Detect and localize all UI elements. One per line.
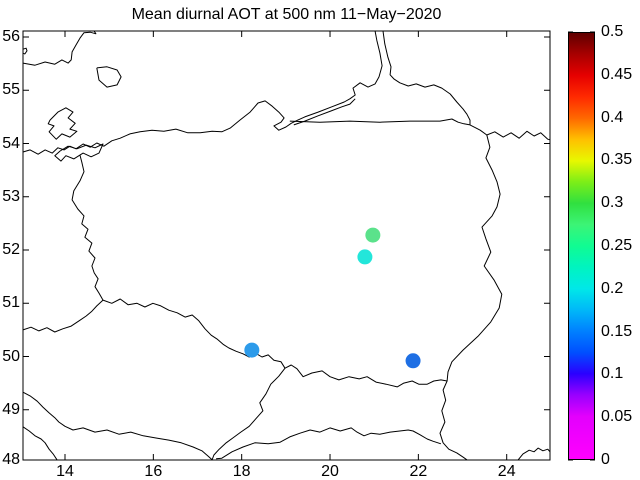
y-tick-label: 48 xyxy=(2,451,20,468)
border-line-curonian-lagoon-coast xyxy=(382,31,471,125)
border-line-poland-south-border xyxy=(102,298,448,388)
border-line-lithuania-belarus-border xyxy=(469,124,551,141)
colorbar-tick-label: 0.15 xyxy=(601,322,633,340)
aot-data-point xyxy=(244,342,260,358)
y-tick-label: 56 xyxy=(2,28,20,45)
y-tick-label: 50 xyxy=(2,347,20,365)
aot-data-point xyxy=(405,353,421,369)
colorbar-tick-label: 0.3 xyxy=(601,194,624,212)
x-tick-label: 16 xyxy=(144,463,163,480)
border-line-poland-germany-border xyxy=(71,155,104,301)
y-tick-label: 49 xyxy=(2,400,20,418)
x-tick-label: 24 xyxy=(497,463,516,480)
colorbar-tick-label: 0.25 xyxy=(601,237,633,254)
colorbar-tick-label: 0.45 xyxy=(601,65,633,83)
x-tick-label: 20 xyxy=(321,463,339,480)
plot-title: Mean diurnal AOT at 500 nm 11−May−2020 xyxy=(131,6,442,23)
border-line-slovakia-hungary-border xyxy=(216,427,442,460)
colorbar-tick-label: 0.35 xyxy=(601,151,633,169)
y-tick-label: 52 xyxy=(2,241,20,258)
border-line-baltic-coast xyxy=(22,31,383,155)
x-tick-label: 22 xyxy=(409,463,428,480)
y-tick-label: 53 xyxy=(2,187,20,205)
colorbar-tick-label: 0.1 xyxy=(601,365,624,383)
border-line-germany-austria-border xyxy=(22,426,58,461)
border-line-ruegen-island xyxy=(47,107,78,140)
border-line-bornholm-island xyxy=(96,66,122,88)
colorbar-tick-label: 0 xyxy=(601,451,610,468)
aot-data-point xyxy=(357,249,373,265)
border-line-czech-austria-border xyxy=(22,391,213,461)
aot-data-point xyxy=(365,227,381,243)
x-tick-label: 18 xyxy=(232,463,251,480)
colorbar xyxy=(568,32,595,460)
colorbar-tick-label: 0.05 xyxy=(601,408,633,426)
y-tick-label: 54 xyxy=(2,134,20,152)
colorbar-tick-label: 0.5 xyxy=(601,23,624,40)
x-tick-label: 14 xyxy=(56,463,74,480)
border-line-sweden-coast xyxy=(22,30,97,66)
border-line-ven-island xyxy=(22,47,28,55)
border-line-czech-germany-border xyxy=(22,299,104,333)
border-line-poland-east-border xyxy=(439,134,503,461)
y-tick-label: 55 xyxy=(2,81,20,99)
border-line-poland-kaliningrad-border xyxy=(289,118,471,126)
y-tick-label: 51 xyxy=(2,294,20,312)
colorbar-tick-label: 0.2 xyxy=(601,279,624,297)
border-line-ukraine-hungary-border xyxy=(517,447,551,461)
plot-box xyxy=(22,30,551,461)
border-line-czech-slovakia-border xyxy=(211,367,286,460)
border-line-vistula-lagoon xyxy=(293,98,356,126)
colorbar-tick-label: 0.4 xyxy=(601,108,624,126)
border-line-usedom-lagoon xyxy=(54,143,104,162)
